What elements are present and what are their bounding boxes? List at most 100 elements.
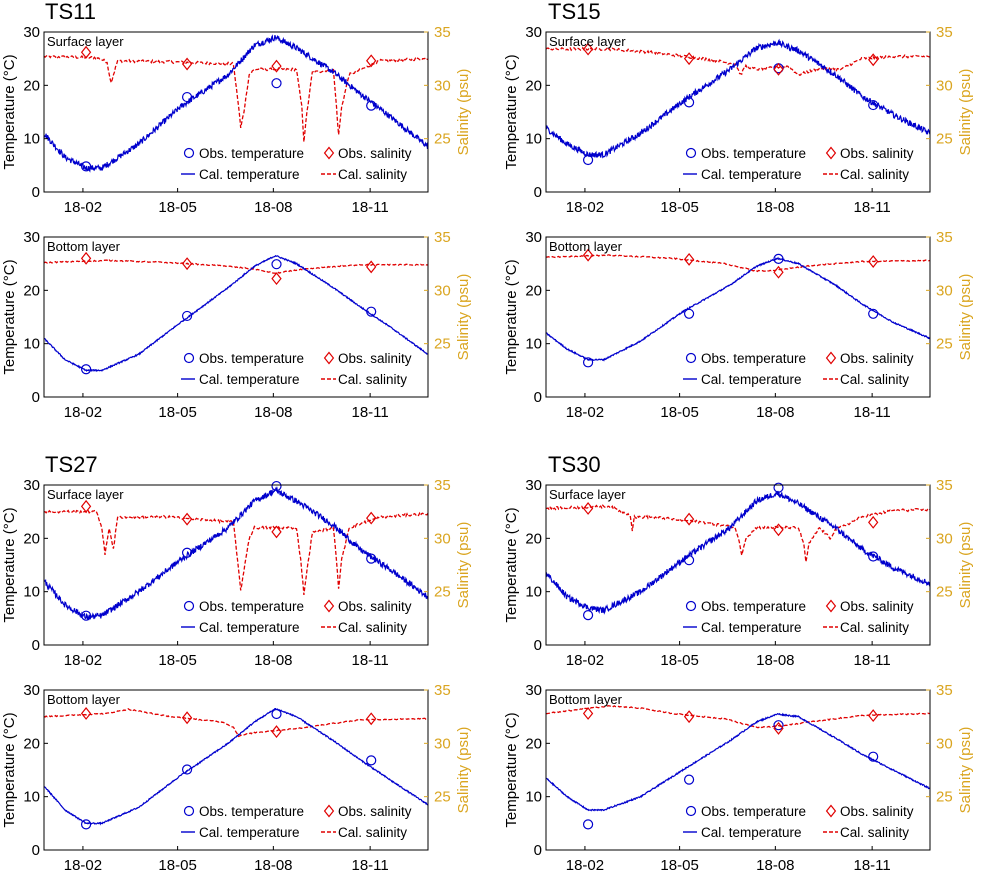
obs-salinity-marker — [773, 265, 784, 279]
y-right-axis-label: Salinity (psu) — [455, 69, 472, 156]
obs-salinity-marker — [582, 707, 594, 720]
y-right-tick-label: 35 — [936, 229, 953, 246]
obs-salinity-marker — [80, 251, 92, 265]
legend-obs-temperature: Obs. temperature — [199, 146, 304, 161]
y-left-axis-label: Temperature (°C) — [503, 712, 520, 827]
y-right-tick-label: 30 — [434, 282, 451, 299]
cal-salinity-line — [546, 705, 930, 729]
x-tick-label: 18-02 — [64, 199, 102, 216]
obs-temperature-marker — [80, 161, 92, 172]
obs-temperature-marker — [181, 91, 193, 103]
layer-label: Bottom layer — [549, 692, 623, 707]
obs-salinity-marker — [80, 499, 92, 513]
y-left-tick-label: 10 — [23, 789, 40, 806]
legend-obs-temperature-marker — [183, 352, 195, 364]
x-tick-label: 18-08 — [254, 652, 292, 669]
x-tick-label: 18-05 — [158, 404, 196, 421]
obs-salinity-marker — [366, 511, 377, 525]
obs-salinity-marker — [868, 53, 879, 67]
plot-frame — [545, 689, 931, 851]
y-right-tick-label: 35 — [434, 229, 451, 246]
obs-salinity-marker — [80, 707, 92, 720]
x-tick-label: 18-08 — [756, 652, 794, 669]
legend-obs-salinity-marker — [323, 599, 335, 613]
cal-temperature-line — [44, 34, 428, 173]
x-tick-label: 18-05 — [158, 652, 196, 669]
obs-temperature-marker — [773, 253, 784, 264]
obs-temperature-marker — [366, 755, 377, 766]
legend-cal-salinity: Cal. salinity — [840, 620, 909, 635]
y-left-tick-label: 0 — [534, 184, 542, 201]
obs-temperature-marker — [773, 482, 784, 493]
x-tick-label: 18-11 — [352, 404, 389, 421]
x-tick-label: 18-05 — [660, 404, 698, 421]
y-left-tick-label: 20 — [525, 77, 542, 94]
cal-temperature-line — [44, 707, 428, 826]
legend-cal-salinity: Cal. salinity — [338, 372, 407, 387]
obs-salinity-marker — [868, 515, 879, 529]
y-left-axis-label: Temperature (°C) — [1, 712, 18, 827]
layer-label: Surface layer — [47, 34, 124, 49]
obs-temperature-marker — [271, 259, 282, 270]
legend-cal-temperature: Cal. temperature — [199, 825, 300, 840]
y-left-tick-label: 20 — [23, 735, 40, 752]
y-right-tick-label: 35 — [936, 477, 953, 494]
y-right-tick-label: 25 — [434, 131, 451, 148]
obs-temperature-marker — [868, 99, 879, 111]
obs-temperature-marker — [366, 306, 377, 317]
legend-obs-temperature-marker — [685, 600, 697, 612]
x-tick-label: 18-08 — [254, 404, 292, 421]
obs-salinity-marker — [181, 512, 193, 526]
legend-obs-salinity-marker — [825, 804, 837, 818]
y-right-tick-label: 25 — [936, 131, 953, 148]
y-right-tick-label: 25 — [936, 584, 953, 601]
legend-obs-temperature: Obs. temperature — [701, 146, 806, 161]
legend-obs-temperature: Obs. temperature — [701, 599, 806, 614]
y-right-tick-label: 35 — [434, 24, 451, 41]
legend-obs-salinity-marker — [323, 351, 335, 365]
y-left-tick-label: 0 — [534, 389, 542, 406]
obs-salinity-marker — [868, 709, 879, 723]
legend-cal-temperature: Cal. temperature — [199, 620, 300, 635]
y-left-tick-label: 10 — [525, 131, 542, 148]
obs-temperature-marker — [683, 774, 695, 785]
legend-cal-salinity: Cal. salinity — [338, 825, 407, 840]
x-tick-label: 18-02 — [566, 199, 604, 216]
x-tick-label: 18-11 — [854, 857, 891, 874]
cal-temperature-line — [546, 490, 930, 615]
y-left-tick-label: 30 — [23, 477, 40, 494]
obs-salinity-marker — [366, 712, 377, 726]
x-tick-label: 18-11 — [352, 199, 389, 216]
panel-ts15-surface: 0 10 20 30 25 30 35 18-02 18-05 18-08 18-11 Tempera… — [503, 24, 974, 216]
obs-temperature-marker — [868, 551, 879, 562]
obs-temperature-marker — [271, 480, 282, 492]
layer-label: Bottom layer — [549, 239, 623, 254]
x-tick-label: 18-08 — [756, 199, 794, 216]
y-left-tick-label: 20 — [23, 77, 40, 94]
legend-obs-salinity-marker — [323, 804, 335, 818]
y-left-tick-label: 20 — [525, 530, 542, 547]
cal-temperature-line — [44, 486, 428, 621]
y-right-tick-label: 25 — [434, 584, 451, 601]
x-tick-label: 18-02 — [566, 404, 604, 421]
y-right-tick-label: 30 — [434, 77, 451, 94]
obs-temperature-marker — [271, 708, 282, 720]
x-tick-label: 18-05 — [158, 857, 196, 874]
obs-salinity-marker — [366, 260, 377, 274]
y-right-axis-label: Salinity (psu) — [455, 522, 472, 609]
y-left-tick-label: 10 — [525, 584, 542, 601]
legend-obs-temperature-marker — [685, 805, 697, 817]
obs-temperature-marker — [773, 720, 784, 731]
x-tick-label: 18-02 — [566, 857, 604, 874]
obs-salinity-marker — [683, 512, 695, 526]
y-right-axis-label: Salinity (psu) — [957, 522, 974, 609]
y-right-axis-label: Salinity (psu) — [455, 274, 472, 361]
legend-obs-salinity: Obs. salinity — [840, 146, 914, 161]
x-tick-label: 18-02 — [64, 404, 102, 421]
legend-cal-temperature: Cal. temperature — [701, 372, 802, 387]
layer-label: Surface layer — [47, 487, 124, 502]
legend-obs-temperature: Obs. temperature — [199, 351, 304, 366]
obs-salinity-marker — [773, 523, 784, 537]
cal-salinity-line — [546, 504, 930, 562]
